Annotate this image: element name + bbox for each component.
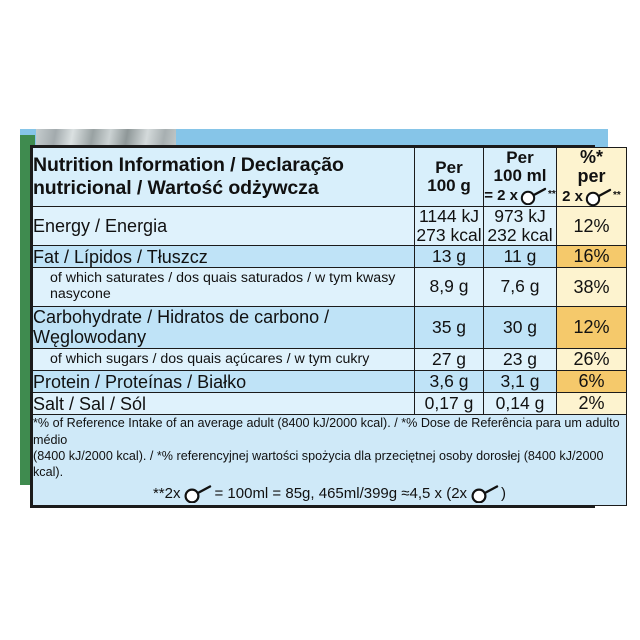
percent-ri-line2: per bbox=[577, 166, 606, 187]
per-100ml-scoop-equivalence: = 2 x ** bbox=[484, 187, 556, 205]
table-header-row: Nutrition Information / Declaração nutri… bbox=[32, 147, 627, 207]
value-per-100g: 1144 kJ 273 kcal bbox=[414, 205, 484, 247]
nutrition-table: Nutrition Information / Declaração nutri… bbox=[32, 147, 627, 507]
value-per-100ml: 973 kJ 232 kcal bbox=[483, 205, 557, 247]
scoop-icon bbox=[519, 187, 547, 205]
column-header-per-100g: Per 100 g bbox=[414, 147, 484, 207]
value-per-100ml: 3,1 g bbox=[483, 370, 557, 394]
scoop-icon bbox=[469, 484, 499, 503]
value-per-100ml: 7,6 g bbox=[483, 267, 557, 308]
scoop-equivalence-note: **2x = 100ml = 85g, 465ml/399g ≈4,5 x (2… bbox=[33, 481, 626, 506]
percent-ri-line1: %* bbox=[579, 147, 603, 167]
value-per-100g: 8,9 g bbox=[414, 267, 484, 308]
nutrient-label: Protein / Proteínas / Białko bbox=[32, 370, 415, 394]
panel-title-line2: nutricional / Wartość odżywcza bbox=[33, 176, 319, 199]
scoop-equivalence-middle: = 100ml = 85g, 465ml/399g ≈4,5 x (2x bbox=[214, 484, 468, 502]
column-header-per-100ml: Per 100 ml = 2 x ** bbox=[483, 147, 557, 207]
nutrient-label: of which sugars / dos quais açúcares / w… bbox=[32, 347, 415, 372]
value-per-100g: 13 g bbox=[414, 245, 484, 269]
panel-title-line1: Nutrition Information / Declaração bbox=[33, 154, 344, 177]
value-per-100ml: 30 g bbox=[483, 306, 557, 349]
per-100ml-line1: Per bbox=[506, 148, 534, 168]
nutrient-label: Salt / Sal / Sól bbox=[32, 392, 415, 416]
per-100g-line1: Per bbox=[435, 157, 463, 177]
table-row: Energy / Energia 1144 kJ 273 kcal 973 kJ 232… bbox=[32, 205, 627, 247]
scoop-equivalence-suffix: ) bbox=[501, 484, 507, 502]
per-100ml-line2: 100 ml bbox=[493, 166, 547, 186]
table-row: of which saturates / dos quais saturados… bbox=[32, 267, 627, 308]
table-row: of which sugars / dos quais açúcares / w… bbox=[32, 347, 627, 372]
table-row: Fat / Lípidos / Tłuszcz 13 g 11 g 16% bbox=[32, 245, 627, 269]
value-percent-ri: 2% bbox=[556, 392, 627, 416]
per-100ml-scoop-prefix: = 2 x bbox=[484, 186, 518, 204]
nutrition-rows: Energy / Energia 1144 kJ 273 kcal 973 kJ 232… bbox=[32, 205, 627, 416]
percent-ri-scoop-prefix: 2 x bbox=[562, 187, 584, 205]
scoop-icon bbox=[584, 188, 612, 206]
percent-ri-scoop-equivalence: 2 x ** bbox=[557, 188, 626, 206]
footnote-line1: *% of Reference Intake of an average adu… bbox=[33, 416, 620, 447]
table-row: Protein / Proteínas / Białko 3,6 g 3,1 g 6% bbox=[32, 370, 627, 394]
value-percent-ri: 38% bbox=[556, 267, 627, 308]
table-row: Carbohydrate / Hidratos de carbono / Węg… bbox=[32, 306, 627, 349]
footnote-row: *% of Reference Intake of an average adu… bbox=[32, 414, 627, 507]
footnote-line2: (8400 kJ/2000 kcal). / *% referencyjnej … bbox=[33, 449, 604, 480]
scoop-equivalence-prefix: **2x bbox=[152, 484, 181, 502]
nutrient-label: Fat / Lípidos / Tłuszcz bbox=[32, 245, 415, 269]
percent-ri-scoop-footnote-marker: ** bbox=[613, 190, 621, 202]
value-percent-ri: 16% bbox=[556, 245, 627, 269]
value-percent-ri: 6% bbox=[556, 370, 627, 394]
footnote-cell: *% of Reference Intake of an average adu… bbox=[32, 414, 627, 507]
table-row: Salt / Sal / Sól 0,17 g 0,14 g 2% bbox=[32, 392, 627, 416]
value-per-100ml: 23 g bbox=[483, 347, 557, 372]
nutrient-label: of which saturates / dos quais saturados… bbox=[32, 267, 415, 308]
nutrient-label: Energy / Energia bbox=[32, 205, 415, 247]
value-percent-ri: 26% bbox=[556, 347, 627, 372]
value-per-100g: 0,17 g bbox=[414, 392, 484, 416]
per-100g-line2: 100 g bbox=[427, 175, 471, 195]
value-per-100ml: 11 g bbox=[483, 245, 557, 269]
nutrient-label: Carbohydrate / Hidratos de carbono / Węg… bbox=[32, 306, 415, 349]
panel-title: Nutrition Information / Declaração nutri… bbox=[32, 147, 415, 207]
column-header-percent-ri: %* per 2 x ** bbox=[556, 147, 627, 207]
nutrition-information-panel: Nutrition Information / Declaração nutri… bbox=[30, 145, 627, 509]
value-per-100g: 35 g bbox=[414, 306, 484, 349]
value-percent-ri: 12% bbox=[556, 205, 627, 247]
value-percent-ri: 12% bbox=[556, 306, 627, 349]
value-per-100ml: 0,14 g bbox=[483, 392, 557, 416]
scoop-icon bbox=[182, 484, 212, 503]
value-per-100g: 3,6 g bbox=[414, 370, 484, 394]
value-per-100g: 27 g bbox=[414, 347, 484, 372]
per-100ml-scoop-footnote-marker: ** bbox=[547, 189, 556, 201]
